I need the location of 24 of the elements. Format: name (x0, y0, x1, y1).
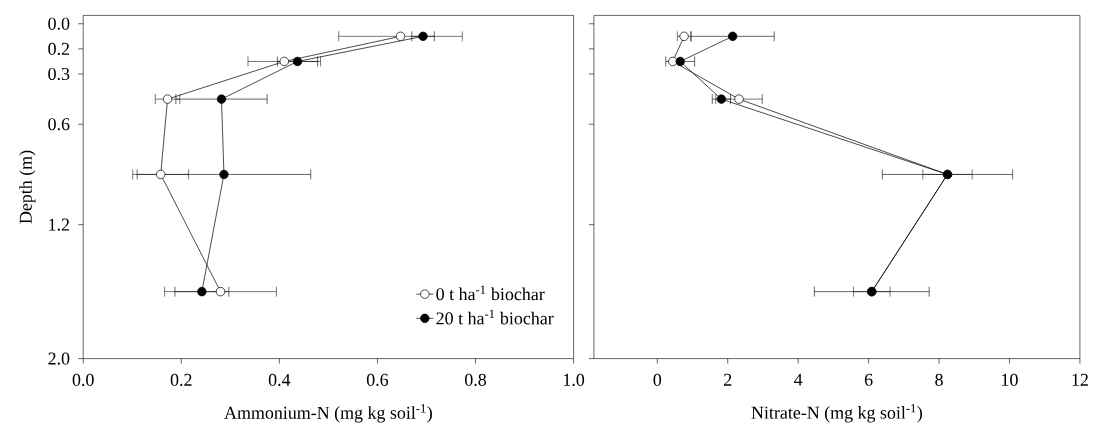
x-tick-label: 1.0 (563, 373, 585, 386)
x-axis-title: Nitrate-N (mg kg soil$^{-1}$) (751, 404, 923, 423)
x-tick-label: 12 (1072, 373, 1088, 386)
y-tick-label: 0.2 (48, 42, 70, 55)
x-tick-label: 0 (653, 373, 662, 386)
x-tick-label: 0.2 (170, 373, 192, 386)
legend-label: 0 t ha$^{-1}$ biochar (436, 285, 545, 301)
y-axis-title: Depth (m) (19, 150, 36, 224)
y-tick-label: 2.0 (48, 352, 70, 365)
y-tick-label: 1.2 (49, 218, 70, 231)
legend-label: 20 t ha$^{-1}$ biochar (436, 309, 554, 325)
y-tick-label: 0.6 (48, 118, 70, 131)
x-axis-title: Ammonium-N (mg kg soil$^{-1}$) (224, 404, 432, 423)
y-tick-label: 0.0 (48, 17, 70, 30)
y-tick-label: 0.3 (48, 67, 70, 81)
x-tick-label: 0.0 (72, 373, 94, 386)
x-tick-label: 4 (794, 373, 803, 386)
x-tick-label: 10 (1002, 373, 1018, 386)
x-tick-label: 0.4 (268, 373, 291, 386)
x-tick-label: 2 (724, 373, 732, 386)
x-tick-label: 6 (864, 373, 873, 386)
x-tick-label: 8 (935, 373, 943, 386)
x-tick-label: 0.6 (366, 373, 389, 386)
x-tick-label: 0.8 (465, 373, 487, 386)
